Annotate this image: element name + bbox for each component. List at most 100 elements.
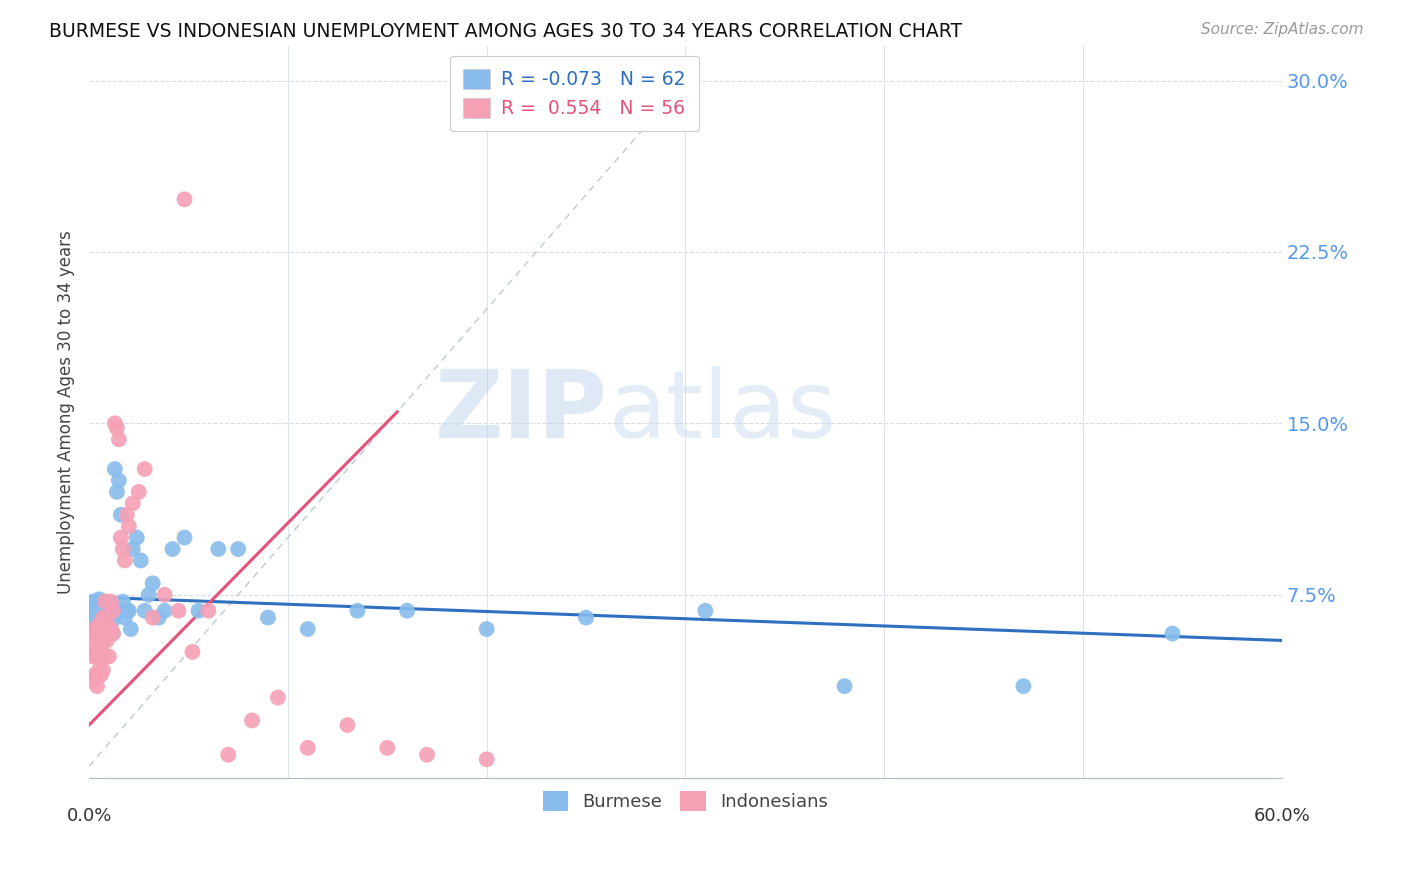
Point: [97, 649, 120, 664]
Point: [87, 617, 110, 632]
Point: [84, 645, 107, 659]
Point: [346, 604, 368, 618]
Point: [94, 594, 117, 608]
Point: [101, 613, 124, 627]
Point: [80, 610, 103, 624]
Point: [101, 626, 124, 640]
Point: [181, 645, 204, 659]
Point: [148, 610, 170, 624]
Point: [138, 588, 160, 602]
Point: [87, 663, 110, 677]
Point: [84, 610, 107, 624]
Point: [97, 610, 120, 624]
Point: [257, 610, 280, 624]
Point: [80, 645, 103, 659]
Point: [90, 626, 112, 640]
Point: [396, 604, 419, 618]
Point: [111, 542, 134, 557]
Point: [91, 617, 114, 632]
Point: [110, 508, 132, 522]
Point: [118, 519, 141, 533]
Point: [104, 462, 127, 476]
Text: ZIP: ZIP: [434, 366, 607, 458]
Point: [90, 667, 112, 681]
Point: [100, 622, 122, 636]
Point: [87, 622, 110, 636]
Point: [94, 626, 117, 640]
Point: [475, 622, 498, 636]
Point: [97, 622, 120, 636]
Point: [82, 633, 104, 648]
Point: [86, 679, 108, 693]
Text: 60.0%: 60.0%: [1254, 807, 1310, 825]
Point: [87, 640, 110, 655]
Point: [120, 622, 142, 636]
Point: [1012, 679, 1035, 693]
Point: [87, 592, 110, 607]
Point: [375, 740, 398, 755]
Point: [82, 604, 104, 618]
Text: atlas: atlas: [607, 366, 837, 458]
Point: [575, 610, 598, 624]
Point: [207, 542, 229, 557]
Point: [96, 610, 118, 624]
Point: [84, 599, 107, 614]
Point: [96, 622, 118, 636]
Point: [90, 617, 112, 632]
Y-axis label: Unemployment Among Ages 30 to 34 years: Unemployment Among Ages 30 to 34 years: [58, 230, 75, 594]
Point: [125, 531, 148, 545]
Point: [86, 622, 108, 636]
Point: [153, 588, 176, 602]
Point: [80, 626, 103, 640]
Point: [94, 622, 117, 636]
Point: [111, 594, 134, 608]
Point: [217, 747, 239, 762]
Point: [142, 610, 165, 624]
Point: [114, 553, 136, 567]
Point: [86, 649, 108, 664]
Point: [96, 633, 118, 648]
Point: [94, 594, 117, 608]
Point: [121, 542, 143, 557]
Point: [114, 610, 136, 624]
Point: [90, 640, 112, 655]
Point: [167, 604, 190, 618]
Point: [475, 752, 498, 766]
Point: [86, 594, 108, 608]
Point: [82, 673, 104, 687]
Point: [91, 610, 114, 624]
Point: [86, 615, 108, 629]
Point: [91, 633, 114, 648]
Point: [100, 599, 122, 614]
Point: [84, 622, 107, 636]
Point: [84, 667, 107, 681]
Point: [108, 604, 131, 618]
Point: [226, 542, 249, 557]
Point: [104, 417, 127, 431]
Point: [100, 622, 122, 636]
Text: Source: ZipAtlas.com: Source: ZipAtlas.com: [1201, 22, 1364, 37]
Point: [118, 604, 141, 618]
Point: [115, 604, 138, 618]
Point: [84, 622, 107, 636]
Point: [91, 663, 114, 677]
Point: [90, 599, 112, 614]
Point: [134, 604, 156, 618]
Point: [162, 542, 184, 557]
Point: [105, 484, 128, 499]
Point: [134, 462, 156, 476]
Point: [101, 604, 124, 618]
Point: [86, 626, 108, 640]
Point: [94, 615, 117, 629]
Point: [834, 679, 856, 693]
Point: [100, 594, 122, 608]
Point: [110, 531, 132, 545]
Point: [297, 622, 319, 636]
Point: [1161, 626, 1184, 640]
Point: [197, 604, 219, 618]
Legend: Burmese, Indonesians: Burmese, Indonesians: [534, 781, 837, 820]
Point: [142, 576, 165, 591]
Point: [91, 633, 114, 648]
Point: [695, 604, 717, 618]
Point: [82, 649, 104, 664]
